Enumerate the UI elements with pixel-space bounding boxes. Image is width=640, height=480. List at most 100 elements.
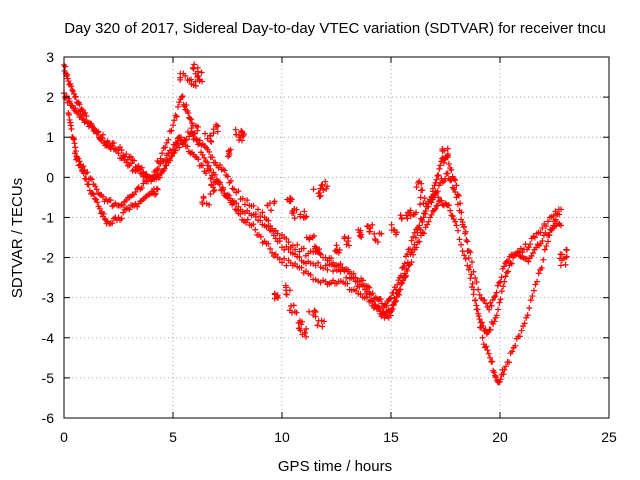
data-point (328, 261, 335, 268)
data-point (468, 271, 475, 278)
data-point (319, 181, 326, 188)
data-point (324, 266, 331, 273)
data-point (172, 112, 179, 119)
data-point (274, 230, 281, 237)
data-point (485, 350, 492, 357)
data-point (179, 141, 186, 148)
data-point (286, 307, 293, 314)
y-tick-label: -4 (42, 330, 55, 346)
data-point (62, 63, 69, 70)
data-point (382, 301, 389, 308)
data-point (563, 247, 570, 254)
data-point (317, 185, 324, 192)
data-point (266, 200, 273, 207)
data-point (269, 249, 276, 256)
data-point (287, 195, 294, 202)
data-point (201, 154, 208, 161)
data-point (298, 264, 305, 271)
data-point (165, 150, 172, 157)
x-tick-label: 15 (383, 429, 399, 445)
data-point (444, 151, 451, 158)
data-point (495, 306, 502, 313)
data-point (397, 280, 404, 287)
x-tick-label: 20 (492, 429, 508, 445)
data-point (70, 135, 77, 142)
data-point (436, 165, 443, 172)
data-points (61, 61, 570, 386)
y-axis-label: SDTVAR / TECUs (9, 178, 26, 298)
data-point (319, 323, 326, 330)
data-point (549, 225, 556, 232)
data-point (463, 237, 470, 244)
data-point (358, 234, 365, 241)
data-point (231, 186, 238, 193)
data-point (199, 151, 206, 158)
data-point (67, 119, 74, 126)
data-point (322, 262, 329, 269)
data-point (317, 251, 324, 258)
axis-ticks: 0 5 10 15 20 25 -6 -5 -4 -3 -2 -1 0 1 2 3 (42, 49, 617, 445)
data-point (554, 210, 561, 217)
data-point (307, 271, 314, 278)
data-point (425, 218, 432, 225)
data-point (92, 183, 99, 190)
data-point (453, 222, 460, 229)
data-point (467, 263, 474, 270)
data-point (196, 76, 203, 83)
data-point (200, 195, 207, 202)
data-point (259, 209, 266, 216)
data-point (202, 130, 209, 137)
data-point (341, 235, 348, 242)
data-point (317, 192, 324, 199)
data-point (240, 132, 247, 139)
data-point (267, 245, 274, 252)
data-point (464, 238, 471, 245)
data-point (537, 229, 544, 236)
data-point (430, 207, 437, 214)
data-point (397, 212, 404, 219)
data-point (152, 167, 159, 174)
data-point (76, 101, 83, 108)
data-point (303, 213, 310, 220)
data-point (92, 127, 99, 134)
data-point (420, 214, 427, 221)
data-point (71, 140, 78, 147)
data-point (479, 334, 486, 341)
data-point (453, 182, 460, 189)
data-point (429, 193, 436, 200)
data-point (396, 291, 403, 298)
data-point (387, 312, 394, 319)
data-point (369, 290, 376, 297)
data-point (225, 153, 232, 160)
data-point (437, 162, 444, 169)
data-point (306, 308, 313, 315)
data-point (527, 241, 534, 248)
data-point (316, 193, 323, 200)
data-point (476, 316, 483, 323)
data-point (406, 262, 413, 269)
data-point (296, 317, 303, 324)
data-point (538, 265, 545, 272)
data-point (170, 122, 176, 129)
data-point (78, 106, 85, 113)
data-point (107, 197, 114, 204)
data-point (444, 145, 451, 152)
data-point (552, 216, 559, 223)
data-point (562, 261, 569, 268)
data-point (394, 281, 401, 288)
data-point (169, 153, 176, 160)
data-point (421, 195, 428, 202)
data-point (456, 236, 463, 243)
data-point (270, 232, 277, 239)
data-point (99, 193, 106, 200)
data-point (303, 325, 310, 332)
data-point (235, 188, 242, 195)
data-point (196, 140, 203, 147)
data-point (472, 297, 479, 304)
data-point (165, 136, 172, 143)
plot-frame (63, 56, 610, 419)
data-point (324, 183, 331, 190)
data-point (99, 131, 106, 138)
data-point (177, 70, 184, 77)
data-point (294, 241, 301, 248)
